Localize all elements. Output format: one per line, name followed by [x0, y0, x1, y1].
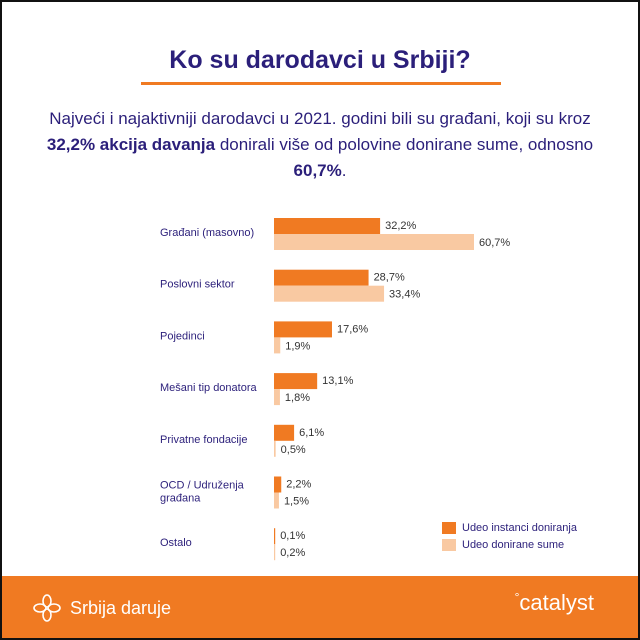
subtitle-bold-2: 60,7%: [293, 161, 342, 180]
brand-srbija-daruje: Srbija daruje: [32, 593, 171, 623]
brand-right-label: catalyst: [519, 590, 594, 615]
page-title: Ko su darodavci u Srbiji?: [169, 46, 471, 74]
legend-label-sum: Udeo donirane sume: [462, 539, 565, 551]
bar-instances: [274, 528, 276, 545]
bar-sum: [274, 389, 280, 406]
data-label: 0,1%: [280, 530, 305, 542]
legend-item-instances: Udeo instanci doniranja: [442, 522, 577, 534]
legend: Udeo instanci doniranja Udeo donirane su…: [442, 522, 577, 556]
category-label: Privatne fondacije: [160, 434, 247, 446]
subtitle: Najveći i najaktivniji darodavci u 2021.…: [32, 106, 608, 184]
category-label: OCD / Udruženja građana: [160, 480, 245, 505]
subtitle-text-3: .: [341, 161, 347, 180]
bar-instances: [274, 218, 381, 234]
legend-swatch-instances: [442, 522, 456, 534]
category-label: Mešani tip donatora: [160, 382, 257, 394]
category-label: Građani (masovno): [160, 227, 254, 239]
data-label: 6,1%: [299, 427, 324, 439]
bar-sum: [274, 234, 474, 250]
subtitle-text-1: Najveći i najaktivniji darodavci u 2021.…: [49, 109, 591, 128]
data-label: 13,1%: [322, 375, 353, 387]
data-label: 0,2%: [280, 547, 305, 559]
legend-swatch-sum: [442, 539, 456, 551]
bar-instances: [274, 321, 332, 338]
flower-logo-icon: [33, 594, 61, 622]
data-label: 28,7%: [374, 272, 405, 284]
brand-left-label: Srbija daruje: [70, 597, 172, 618]
legend-label-instances: Udeo instanci doniranja: [462, 522, 577, 534]
data-label: 32,2%: [385, 220, 416, 232]
bar-instances: [274, 424, 295, 441]
bar-sum: [274, 440, 276, 457]
data-label: 33,4%: [389, 289, 420, 301]
dots-logo-icon: °: [514, 590, 520, 604]
bar-chart: Građani (masovno) 32,2% 60,7% Poslovni sekt…: [160, 218, 510, 561]
title-underline: [141, 82, 501, 85]
data-label: 17,6%: [337, 323, 368, 335]
bar-instances: [274, 373, 318, 390]
data-label: 1,5%: [284, 496, 309, 508]
subtitle-bold-1: 32,2% akcija davanja: [46, 135, 216, 154]
bar-instances: [274, 269, 369, 286]
bar-sum: [274, 285, 385, 302]
data-label: 60,7%: [479, 237, 510, 249]
bar-sum: [274, 492, 279, 509]
data-label: 1,8%: [285, 392, 310, 404]
category-label: Ostalo: [160, 537, 192, 549]
bar-instances: [274, 476, 282, 493]
data-label: 0,5%: [281, 444, 306, 456]
data-label: 1,9%: [285, 340, 310, 352]
bar-sum: [274, 544, 276, 561]
category-label: Pojedinci: [160, 330, 205, 342]
legend-item-sum: Udeo donirane sume: [442, 539, 577, 551]
footer-bar: Srbija daruje °catalyst: [2, 576, 638, 638]
brand-catalyst: °catalyst: [515, 590, 594, 616]
bar-sum: [274, 337, 281, 354]
category-label: Poslovni sektor: [160, 279, 235, 291]
data-label: 2,2%: [286, 479, 311, 491]
subtitle-text-2: donirali više od polovine donirane sume,…: [215, 135, 594, 154]
